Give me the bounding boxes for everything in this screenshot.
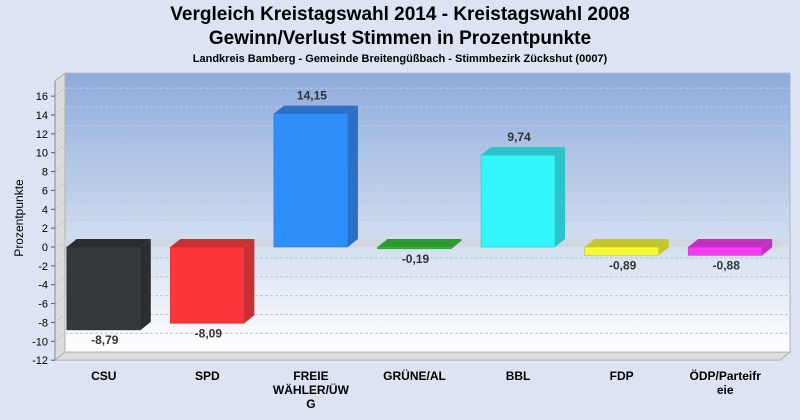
bar-side-face [244, 239, 255, 324]
data-label: -0,88 [713, 258, 741, 272]
data-label: 14,15 [297, 89, 327, 103]
y-tick-label: 14 [36, 110, 48, 122]
bar-side-face [555, 147, 566, 247]
y-tick-label: -8 [38, 317, 48, 329]
bar-front-face [480, 154, 556, 248]
y-tick-label: -6 [38, 299, 48, 311]
y-tick-label: 2 [42, 223, 48, 235]
x-tick-label-line: ÖDP/Parteifr [689, 369, 761, 383]
data-label: -8,79 [91, 333, 119, 347]
bar-front-face [584, 246, 659, 256]
y-tick-label: -4 [38, 280, 48, 292]
y-tick-label: -10 [32, 336, 48, 348]
bar-top-face [584, 239, 669, 247]
bar [170, 239, 255, 324]
x-tick-label-line: eie [716, 383, 734, 397]
bar-front-face [66, 246, 142, 331]
bar-front-face [687, 246, 763, 256]
data-label: -8,09 [195, 326, 223, 340]
y-tick-label: 10 [36, 148, 48, 160]
data-label: -0,19 [402, 252, 430, 266]
x-tick-label: SPD [167, 369, 247, 383]
chart-subtitle: Gewinn/Verlust Stimmen in Prozentpunkte [208, 28, 592, 49]
bar [377, 239, 462, 250]
plot-floor [53, 351, 792, 361]
bar [273, 105, 358, 248]
y-tick-label: 16 [36, 91, 48, 103]
chart-subsubtitle: Landkreis Bamberg - Gemeinde Breitengüßb… [192, 53, 608, 65]
x-tick-label: GRÜNE/AL [375, 369, 455, 383]
bar [584, 239, 669, 256]
x-tick-label-line: GRÜNE/AL [383, 369, 446, 383]
bar-top-face [66, 239, 151, 247]
bar [66, 239, 151, 331]
y-axis-label: Prozentpunkte [12, 179, 26, 257]
x-tick-label-line: WÄHLER/ÜW [272, 383, 349, 397]
bar-side-face [140, 239, 151, 330]
x-tick-label-line: BBL [505, 369, 531, 383]
bar-top-face [377, 239, 462, 247]
x-tick-label: CSU [64, 369, 144, 383]
y-tick-label: 4 [42, 204, 48, 216]
y-tick-label: 0 [42, 242, 48, 254]
x-tick-label-line: SPD [195, 369, 220, 383]
bar [480, 147, 566, 248]
y-tick-label: 6 [42, 185, 48, 197]
y-tick-label: 8 [42, 167, 48, 179]
bar-side-face [347, 105, 358, 248]
y-tick-label: -12 [32, 355, 48, 367]
y-tick-label: -2 [38, 261, 48, 273]
x-tick-label: FREIE WÄHLER/ÜW G [271, 369, 351, 411]
x-tick-label: ÖDP/Parteifr eie [685, 369, 765, 397]
x-tick-label: FDP [582, 369, 662, 383]
bar-side-face [451, 239, 462, 249]
bar-top-face [273, 105, 358, 114]
bar-side-face [658, 239, 669, 256]
bar-side-face [762, 239, 773, 256]
data-label: 9,74 [507, 130, 531, 144]
bar-front-face [273, 113, 349, 248]
x-tick-label-line: G [306, 397, 316, 411]
y-tick-label: 12 [36, 129, 48, 141]
bar [687, 239, 773, 256]
x-tick-label: BBL [478, 369, 558, 383]
plot-left-wall [54, 72, 66, 362]
x-tick-label-line: FREIE [293, 369, 329, 383]
x-tick-label-line: CSU [91, 369, 117, 383]
bar-top-face [170, 239, 255, 247]
chart-title: Vergleich Kreistagswahl 2014 - Kreistags… [170, 4, 630, 25]
bar-top-face [481, 147, 566, 156]
x-tick-label-line: FDP [609, 369, 634, 383]
bar-front-face [377, 246, 452, 250]
data-label: -0,89 [609, 258, 637, 272]
bar-front-face [170, 246, 245, 324]
bar-top-face [688, 239, 773, 247]
